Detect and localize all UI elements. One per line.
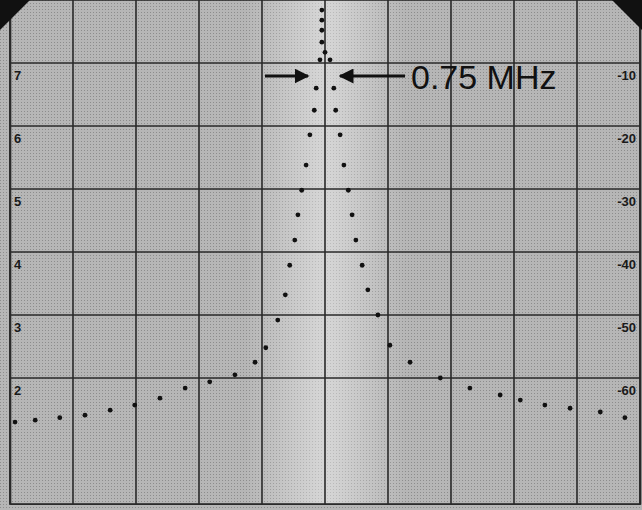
data-point <box>323 50 328 55</box>
arrow <box>265 75 308 78</box>
data-point <box>57 415 62 420</box>
data-point <box>376 313 381 318</box>
data-point <box>408 360 413 365</box>
series <box>13 8 628 425</box>
tick: -40 <box>617 253 640 272</box>
grid-line-y <box>10 125 640 127</box>
data-point <box>622 415 627 420</box>
data-point <box>438 376 443 381</box>
data-point <box>318 57 323 62</box>
plot-frame <box>10 0 640 504</box>
grid-line-y <box>10 188 640 190</box>
marks <box>13 8 628 425</box>
data-point <box>158 396 163 401</box>
tick-label: -20 <box>617 131 636 146</box>
axis-line <box>640 1 642 505</box>
data-point <box>33 418 38 423</box>
data-point <box>132 403 137 408</box>
data-point <box>253 360 258 365</box>
tick: -50 <box>617 316 640 335</box>
data-point <box>518 398 523 403</box>
corner <box>612 0 642 30</box>
data-point <box>568 406 573 411</box>
data-point <box>263 345 268 350</box>
data-point <box>108 408 113 413</box>
annotation-text: 0.75 MHz <box>411 58 557 96</box>
data-point <box>542 403 547 408</box>
grid-line-y <box>10 377 640 379</box>
data-point <box>331 86 336 91</box>
grid-line-y <box>10 251 640 253</box>
data-point <box>314 86 319 91</box>
axis-line <box>11 504 641 505</box>
arrow <box>340 75 405 78</box>
data-point <box>468 386 473 391</box>
y-axis: 2 3 4 5 6 7 <box>10 1 22 505</box>
data-point <box>287 263 292 268</box>
tick: 7 <box>10 64 21 83</box>
data-point <box>13 420 18 425</box>
tick-label: 4 <box>14 257 22 272</box>
annotation: 0.75 MHz <box>265 58 557 96</box>
tick: 2 <box>10 379 21 398</box>
tick: -60 <box>617 379 640 398</box>
tick-label: -60 <box>617 383 636 398</box>
data-point <box>299 188 304 193</box>
data-point <box>312 108 317 113</box>
data-point <box>498 393 503 398</box>
tick: -10 <box>617 64 640 83</box>
tick-label: -30 <box>617 194 636 209</box>
chart: 2 3 4 5 6 7 -60 -50 -40 -30 -20 -10 0.75 MHz <box>0 0 642 510</box>
tick: 3 <box>10 316 21 335</box>
data-point <box>183 386 188 391</box>
data-point <box>283 292 288 297</box>
data-point <box>350 212 355 217</box>
background <box>0 0 642 510</box>
data-point <box>292 238 297 243</box>
data-point <box>207 379 212 384</box>
tick: 5 <box>10 190 21 209</box>
data-point <box>296 212 301 217</box>
axis-line <box>10 1 12 505</box>
data-point <box>328 57 333 62</box>
x-axis <box>11 504 641 506</box>
data-point <box>365 287 370 292</box>
grid-line-y <box>10 314 640 316</box>
tick: 4 <box>10 253 22 272</box>
data-point <box>83 413 88 418</box>
data-point <box>333 108 338 113</box>
corner <box>0 0 30 30</box>
data-point <box>342 163 347 168</box>
data-point <box>275 318 280 323</box>
data-point <box>307 132 312 137</box>
tick: -30 <box>617 190 640 209</box>
data-point <box>338 132 343 137</box>
tick: 6 <box>10 127 21 146</box>
data-point <box>319 28 324 33</box>
tick: -20 <box>617 127 640 146</box>
y2-axis: -60 -50 -40 -30 -20 -10 <box>617 1 640 505</box>
data-point <box>319 18 324 23</box>
data-point <box>319 8 324 13</box>
data-point <box>304 163 309 168</box>
tick-label: 5 <box>14 194 21 209</box>
data-point <box>346 188 351 193</box>
data-point <box>360 263 365 268</box>
tick-label: -10 <box>617 68 636 83</box>
tick-label: 7 <box>14 68 21 83</box>
tick-label: -40 <box>617 257 636 272</box>
data-point <box>353 238 358 243</box>
tick-label: 2 <box>14 383 21 398</box>
grid <box>10 0 640 504</box>
data-point <box>598 410 603 415</box>
data-point <box>387 343 392 348</box>
tick-label: -50 <box>617 320 636 335</box>
tick-label: 6 <box>14 131 21 146</box>
data-point <box>233 372 238 377</box>
plot-area: 2 3 4 5 6 7 -60 -50 -40 -30 -20 -10 <box>10 0 641 505</box>
tick-label: 3 <box>14 320 21 335</box>
data-point <box>319 40 324 45</box>
